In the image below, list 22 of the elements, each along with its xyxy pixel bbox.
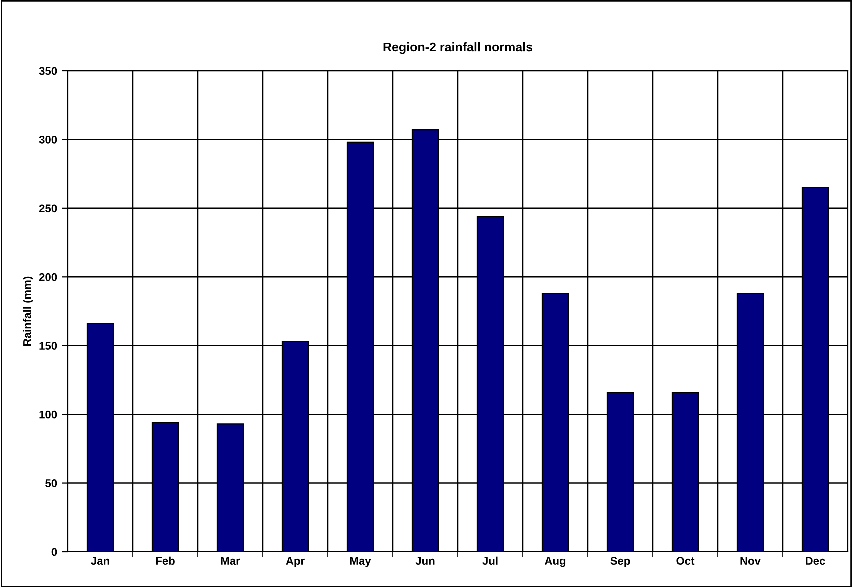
y-axis-title: Rainfall (mm) bbox=[23, 276, 34, 346]
y-tick-label: 50 bbox=[46, 480, 58, 488]
x-tick-label: Feb bbox=[156, 556, 175, 566]
x-tick-label: Jun bbox=[416, 557, 435, 566]
x-tick-label: Apr bbox=[286, 557, 305, 568]
x-tick-label: Sep bbox=[610, 557, 630, 568]
y-tick-label: 0 bbox=[52, 548, 58, 556]
y-tick-label: 350 bbox=[39, 67, 58, 76]
y-tick-label: 150 bbox=[40, 342, 58, 350]
x-tick-label: Dec bbox=[806, 557, 826, 566]
x-tick-label: Mar bbox=[221, 557, 240, 566]
y-tick-label: 300 bbox=[39, 136, 58, 144]
x-tick-label: Jan bbox=[91, 557, 110, 566]
chart-title: Region-2 rainfall normals bbox=[384, 42, 533, 54]
y-tick-label: 200 bbox=[39, 273, 58, 282]
x-tick-label: Nov bbox=[740, 557, 761, 566]
x-tick-label: Jul bbox=[482, 556, 498, 566]
x-tick-label: May bbox=[350, 557, 372, 568]
y-tick-label: 100 bbox=[40, 410, 58, 419]
y-tick-label: 250 bbox=[39, 204, 58, 213]
x-tick-label: Oct bbox=[676, 557, 695, 566]
x-tick-label: Aug bbox=[544, 557, 566, 568]
